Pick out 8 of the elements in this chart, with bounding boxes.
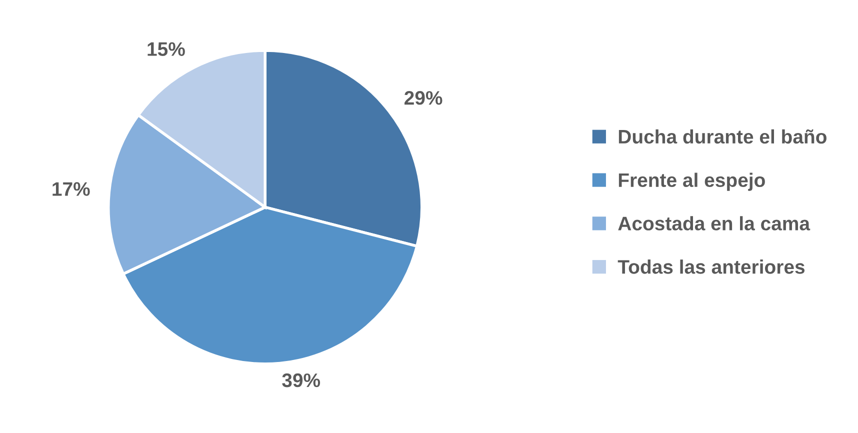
legend-label: Todas las anteriores	[618, 260, 805, 274]
data-label: 39%	[282, 373, 320, 388]
legend-label: Ducha durante el baño	[618, 129, 826, 144]
legend-label: Acostada en la cama	[618, 216, 810, 230]
data-label: 17%	[52, 182, 90, 196]
data-label: 29%	[404, 91, 442, 105]
legend-label: Frente al espejo	[618, 172, 765, 191]
data-label: 15%	[148, 42, 185, 56]
